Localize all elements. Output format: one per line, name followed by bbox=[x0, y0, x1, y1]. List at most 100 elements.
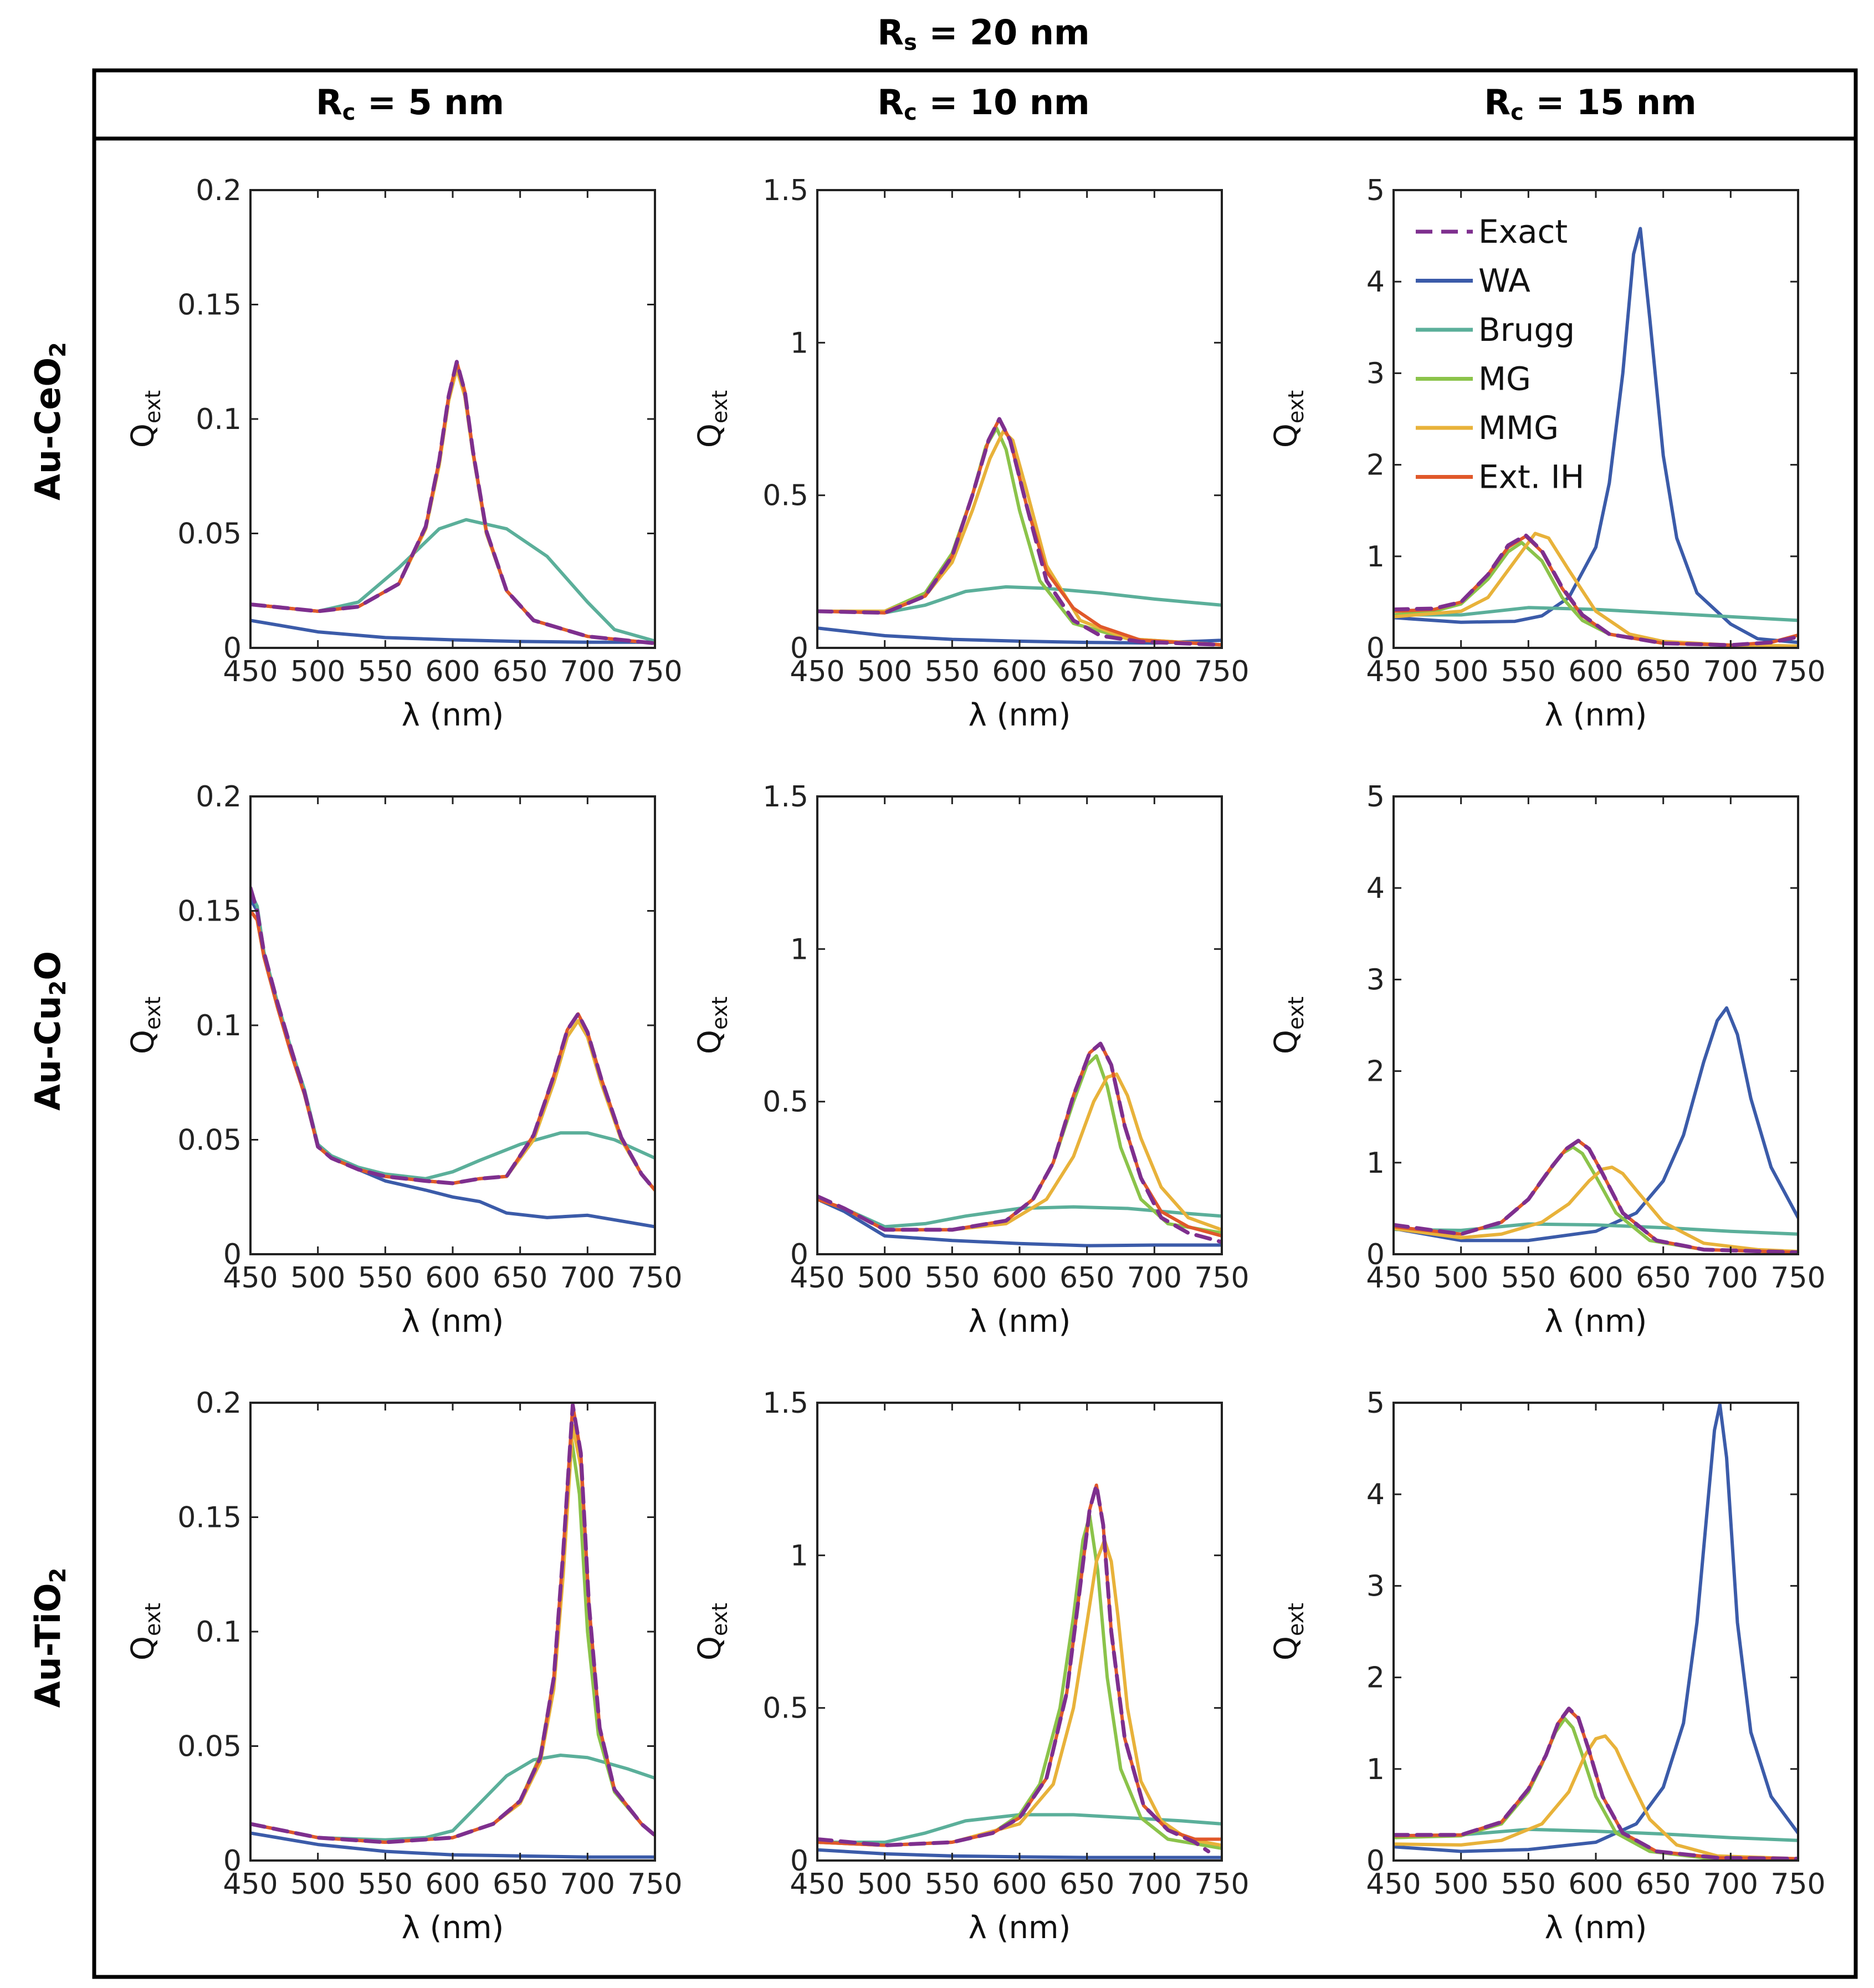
x-axis-label: λ (nm) bbox=[969, 1304, 1071, 1340]
x-tick-label: 700 bbox=[1703, 1261, 1758, 1295]
plot-area bbox=[1394, 1403, 1798, 1861]
x-tick-label: 600 bbox=[1568, 1261, 1623, 1295]
y-tick-label: 0.05 bbox=[177, 518, 242, 551]
series-exact bbox=[1394, 1138, 1798, 1254]
plot-area bbox=[250, 796, 655, 1254]
y-tick-label: 3 bbox=[1366, 1570, 1385, 1603]
x-tick-label: 500 bbox=[290, 655, 345, 688]
plot-area bbox=[817, 190, 1222, 648]
panel-2-3: 450 500 550 600 650 700 750 0 1 2 3 4 5 λ (nm) Qext bbox=[1268, 780, 1826, 1340]
plot-area bbox=[1394, 190, 1798, 648]
x-tick-label: 550 bbox=[1501, 1261, 1556, 1295]
x-tick-label: 600 bbox=[425, 1261, 480, 1295]
x-tick-label: 500 bbox=[1433, 1261, 1488, 1295]
legend-label: Ext. IH bbox=[1478, 458, 1584, 496]
x-tick-label: 650 bbox=[1059, 1868, 1114, 1901]
row-title-1: Au-CeO2 bbox=[28, 342, 71, 500]
legend-label: WA bbox=[1478, 262, 1530, 300]
y-tick-label: 0.2 bbox=[196, 174, 242, 207]
x-tick-label: 500 bbox=[857, 655, 912, 688]
column-title-1: Rc = 5 nm bbox=[316, 82, 504, 125]
x-tick-label: 750 bbox=[1770, 655, 1825, 688]
x-tick-label: 650 bbox=[493, 655, 547, 688]
series-group bbox=[1394, 1006, 1798, 1254]
x-tick-label: 750 bbox=[1194, 655, 1249, 688]
y-tick-label: 1 bbox=[1366, 540, 1385, 574]
series-wa bbox=[1394, 1006, 1798, 1243]
x-tick-label: 600 bbox=[425, 1868, 480, 1901]
x-tick-label: 600 bbox=[1568, 655, 1623, 688]
x-tick-label: 550 bbox=[358, 655, 413, 688]
y-tick-label: 4 bbox=[1366, 872, 1385, 905]
x-tick-label: 500 bbox=[857, 1868, 912, 1901]
y-tick-label: 0.2 bbox=[196, 780, 242, 814]
y-tick-label: 4 bbox=[1366, 1478, 1385, 1511]
x-tick-label: 600 bbox=[425, 655, 480, 688]
y-tick-label: 1.5 bbox=[762, 1387, 808, 1420]
y-axis-label: Qext bbox=[1268, 1603, 1308, 1660]
x-tick-label: 550 bbox=[925, 655, 980, 688]
x-tick-label: 650 bbox=[1059, 1261, 1114, 1295]
y-tick-label: 0 bbox=[790, 1238, 808, 1271]
y-tick-label: 5 bbox=[1366, 1387, 1385, 1420]
series-exact bbox=[250, 1403, 655, 1844]
x-tick-label: 700 bbox=[560, 655, 615, 688]
y-axis-label: Qext bbox=[125, 996, 165, 1054]
x-tick-label: 550 bbox=[358, 1261, 413, 1295]
x-tick-label: 700 bbox=[1703, 655, 1758, 688]
x-axis-label: λ (nm) bbox=[969, 697, 1071, 733]
series-exact bbox=[817, 1483, 1211, 1853]
x-axis-label: λ (nm) bbox=[1545, 697, 1647, 733]
row-title-3: Au-TiO2 bbox=[28, 1568, 71, 1708]
series-group bbox=[250, 886, 655, 1229]
panel-1-2: 450 500 550 600 650 700 750 0 0.5 1 1.5 λ (nm) Qext bbox=[692, 174, 1250, 733]
column-title-2: Rc = 10 nm bbox=[877, 82, 1089, 125]
series-brugg bbox=[250, 518, 655, 643]
plot-area bbox=[817, 796, 1222, 1254]
x-tick-label: 650 bbox=[1059, 655, 1114, 688]
x-tick-label: 450 bbox=[223, 1261, 278, 1295]
x-tick-label: 600 bbox=[1568, 1868, 1623, 1901]
x-tick-label: 550 bbox=[925, 1261, 980, 1295]
y-axis-label: Qext bbox=[1268, 996, 1308, 1054]
legend-label: MMG bbox=[1478, 409, 1559, 447]
x-axis-label: λ (nm) bbox=[969, 1910, 1071, 1946]
x-tick-label: 450 bbox=[790, 655, 844, 688]
x-tick-label: 450 bbox=[1366, 1261, 1421, 1295]
y-tick-label: 0.15 bbox=[177, 289, 242, 322]
x-tick-label: 650 bbox=[493, 1261, 547, 1295]
super-title: Rs = 20 nm bbox=[877, 12, 1089, 55]
x-axis-label: λ (nm) bbox=[402, 697, 504, 733]
y-tick-label: 2 bbox=[1366, 1662, 1385, 1695]
panel-3-2: 450 500 550 600 650 700 750 0 0.5 1 1.5 λ (nm) Qext bbox=[692, 1387, 1250, 1946]
y-axis-label: Qext bbox=[692, 996, 732, 1054]
y-tick-label: 3 bbox=[1366, 357, 1385, 390]
column-title-3: Rc = 15 nm bbox=[1484, 82, 1696, 125]
x-tick-label: 700 bbox=[1127, 1868, 1182, 1901]
x-tick-label: 750 bbox=[1770, 1261, 1825, 1295]
y-tick-label: 0 bbox=[1366, 632, 1385, 665]
panel-1-3: 450 500 550 600 650 700 750 0 1 2 3 4 5 λ (nm) Qext Exa… bbox=[1268, 174, 1826, 733]
panel-2-1: 450 500 550 600 650 700 750 0 0.05 0.1 0.15 0.2 λ (n… bbox=[125, 780, 683, 1340]
y-tick-label: 0.1 bbox=[196, 1616, 242, 1649]
x-tick-label: 600 bbox=[992, 1261, 1047, 1295]
legend-label: Exact bbox=[1478, 213, 1568, 251]
series-mmg bbox=[1394, 1734, 1798, 1861]
x-tick-label: 500 bbox=[290, 1868, 345, 1901]
y-tick-label: 0.05 bbox=[177, 1730, 242, 1764]
x-axis-label: λ (nm) bbox=[1545, 1910, 1647, 1946]
series-mmg bbox=[1394, 1166, 1798, 1253]
y-axis-label: Qext bbox=[125, 1603, 165, 1660]
legend: Exact WA Brugg MG MMG Ext. IH bbox=[1416, 213, 1584, 496]
legend-label: MG bbox=[1478, 360, 1531, 398]
y-tick-label: 0 bbox=[790, 632, 808, 665]
y-tick-label: 0 bbox=[223, 1844, 242, 1878]
series-group bbox=[817, 417, 1222, 647]
series-brugg bbox=[1394, 1222, 1798, 1236]
y-tick-label: 5 bbox=[1366, 780, 1385, 814]
x-axis-label: λ (nm) bbox=[402, 1304, 504, 1340]
x-tick-label: 600 bbox=[992, 1868, 1047, 1901]
x-tick-label: 450 bbox=[790, 1868, 844, 1901]
